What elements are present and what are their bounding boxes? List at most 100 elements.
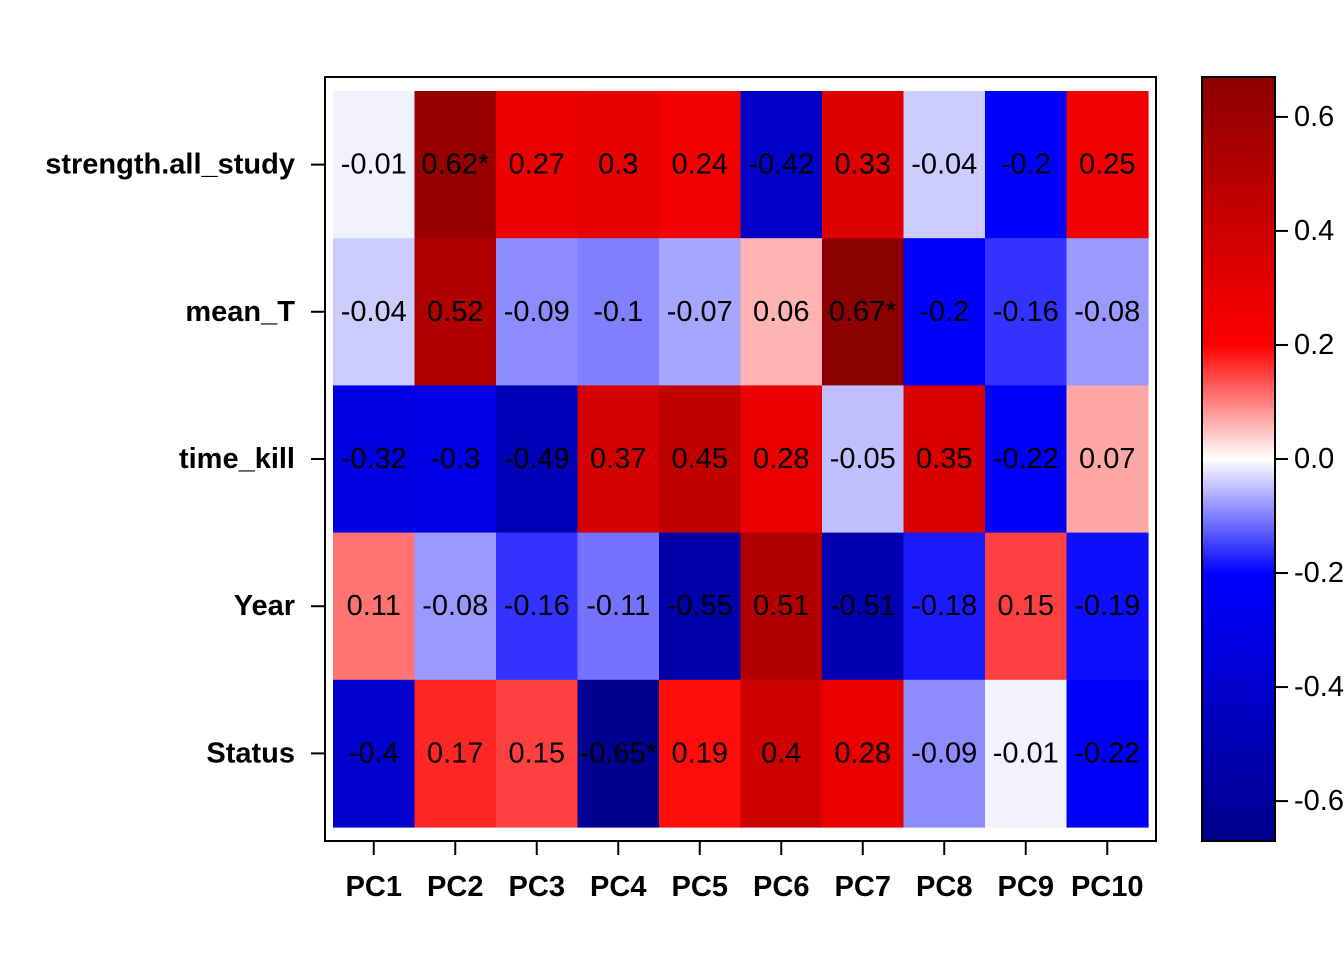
cell-value-label: -0.01 <box>993 737 1059 769</box>
colorbar-tick-label: -0.6 <box>1294 785 1344 817</box>
heatmap-cell <box>740 385 823 534</box>
heatmap-cell <box>659 91 742 239</box>
cell-value-label: 0.06 <box>753 296 809 328</box>
heatmap-cell <box>577 532 660 681</box>
heatmap-cell <box>903 679 986 828</box>
heatmap-cell <box>659 238 742 386</box>
cell-value-label: -0.18 <box>911 590 977 622</box>
y-tick-label: Status <box>206 737 295 769</box>
heatmap-cell <box>985 238 1068 386</box>
cell-value-label: 0.07 <box>1079 443 1135 475</box>
x-tick-label: PC3 <box>509 871 565 903</box>
heatmap-cell <box>659 679 742 828</box>
heatmap-cell <box>740 679 823 828</box>
cell-value-label: 0.62* <box>421 149 489 181</box>
heatmap-cell <box>333 532 416 681</box>
heatmap-cell <box>985 91 1068 239</box>
heatmap-cell <box>414 532 497 681</box>
heatmap-cell <box>822 385 905 534</box>
heatmap-cell <box>985 532 1068 681</box>
heatmap-cell <box>1066 679 1149 828</box>
colorbar-gradient <box>1201 76 1276 842</box>
heatmap-cell <box>414 679 497 828</box>
heatmap-cell <box>577 238 660 386</box>
heatmap-cell <box>822 91 905 239</box>
heatmap-cell <box>496 532 579 681</box>
cell-value-label: 0.4 <box>761 737 801 769</box>
heatmap-cell <box>740 238 823 386</box>
heatmap-cell <box>496 91 579 239</box>
heatmap-cell <box>414 91 497 239</box>
y-tick-label: Year <box>234 590 295 622</box>
cell-value-label: 0.37 <box>590 443 646 475</box>
cell-value-label: -0.01 <box>341 149 407 181</box>
heatmap-cell <box>1066 532 1149 681</box>
cell-value-label: -0.08 <box>422 590 488 622</box>
x-tick-label: PC6 <box>753 871 809 903</box>
heatmap-cell <box>333 385 416 534</box>
cell-value-label: 0.15 <box>509 737 565 769</box>
heatmap-cell <box>659 532 742 681</box>
heatmap-cell <box>577 91 660 239</box>
heatmap-cell <box>985 385 1068 534</box>
cell-value-label: 0.51 <box>753 590 809 622</box>
heatmap-cell <box>1066 91 1149 239</box>
heatmap-cell <box>1066 238 1149 386</box>
heatmap-cells: -0.01 0.62* 0.27 0.3 0.24 -0.42 0.33 -0.04 -0.2 0… <box>333 91 1149 828</box>
heatmap-cell <box>659 385 742 534</box>
cell-value-label: -0.51 <box>830 590 896 622</box>
heatmap-cell <box>740 532 823 681</box>
cell-value-label: -0.04 <box>911 149 977 181</box>
x-tick-label: PC8 <box>916 871 972 903</box>
x-tick-label: PC1 <box>346 871 402 903</box>
y-tick-label: mean_T <box>185 296 295 328</box>
x-tick-label: PC7 <box>835 871 891 903</box>
cell-value-label: 0.25 <box>1079 149 1135 181</box>
colorbar-tick-label: 0.2 <box>1294 329 1334 361</box>
heatmap-cell <box>333 238 416 386</box>
heatmap-cell <box>903 532 986 681</box>
heatmap-cell <box>496 385 579 534</box>
heatmap-cell <box>1066 385 1149 534</box>
x-tick-label: PC10 <box>1071 871 1144 903</box>
x-tick-label: PC2 <box>427 871 483 903</box>
cell-value-label: 0.52 <box>427 296 483 328</box>
cell-value-label: -0.1 <box>593 296 643 328</box>
cell-value-label: 0.27 <box>509 149 565 181</box>
y-tick-label: strength.all_study <box>45 149 295 181</box>
cell-value-label: 0.19 <box>672 737 728 769</box>
colorbar-tick-label: -0.2 <box>1294 557 1344 589</box>
cell-value-label: -0.09 <box>911 737 977 769</box>
cell-value-label: 0.35 <box>916 443 972 475</box>
row-labels: strength.all_study mean_T time_kill Year Sta… <box>45 149 325 769</box>
heatmap-cell <box>903 91 986 239</box>
cell-value-label: -0.08 <box>1074 296 1140 328</box>
heatmap-cell <box>822 679 905 828</box>
heatmap-cell <box>903 238 986 386</box>
cell-value-label: 0.24 <box>672 149 728 181</box>
column-labels: PC1 PC2 PC3 PC4 PC5 PC6 PC7 PC8 PC9 PC10 <box>346 841 1144 903</box>
heatmap-cell <box>903 385 986 534</box>
cell-value-label: 0.28 <box>835 737 891 769</box>
colorbar-tick-label: 0.0 <box>1294 443 1334 475</box>
cell-value-label: -0.65* <box>580 737 657 769</box>
cell-value-label: -0.05 <box>830 443 896 475</box>
heatmap-cell <box>333 679 416 828</box>
colorbar-tick-label: 0.4 <box>1294 215 1334 247</box>
heatmap-cell <box>496 679 579 828</box>
cell-value-label: -0.11 <box>586 590 650 622</box>
cell-value-label: -0.16 <box>504 590 570 622</box>
heatmap-cell <box>577 385 660 534</box>
cell-value-label: -0.4 <box>349 737 399 769</box>
cell-value-label: -0.42 <box>748 149 814 181</box>
heatmap-cell <box>414 385 497 534</box>
cell-value-label: 0.45 <box>672 443 728 475</box>
cell-value-label: -0.22 <box>1074 737 1140 769</box>
cell-value-label: -0.09 <box>504 296 570 328</box>
cell-value-label: -0.22 <box>993 443 1059 475</box>
cell-value-label: 0.67* <box>829 296 897 328</box>
heatmap-cell <box>414 238 497 386</box>
heatmap-cell <box>822 532 905 681</box>
colorbar-tick-label: 0.6 <box>1294 101 1334 133</box>
